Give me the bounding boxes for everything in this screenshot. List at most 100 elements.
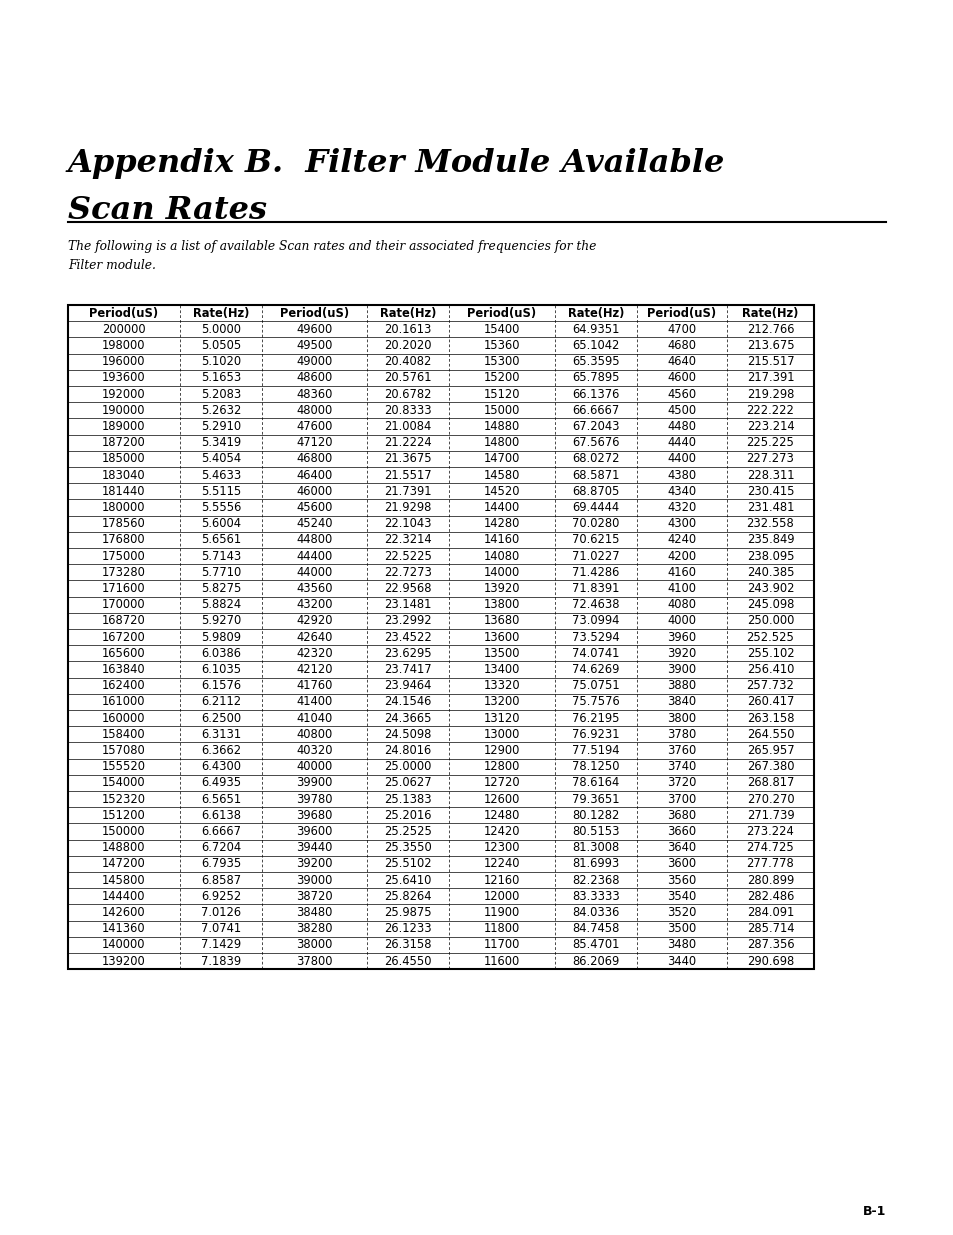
Text: 23.2992: 23.2992 [384,614,432,627]
Text: 140000: 140000 [102,939,146,951]
Text: 5.4633: 5.4633 [201,468,241,482]
Text: 74.6269: 74.6269 [572,663,619,676]
Text: 12160: 12160 [483,873,519,887]
Text: 196000: 196000 [102,356,146,368]
Text: 13600: 13600 [483,631,519,643]
Text: 20.8333: 20.8333 [384,404,432,416]
Text: Period(uS): Period(uS) [467,306,536,320]
Text: 83.3333: 83.3333 [572,889,619,903]
Text: 66.1376: 66.1376 [572,388,619,400]
Text: 3520: 3520 [666,906,696,919]
Text: 44800: 44800 [296,534,333,546]
Text: 267.380: 267.380 [746,761,794,773]
Text: 163840: 163840 [102,663,146,676]
Text: 21.3675: 21.3675 [384,452,432,466]
Text: 4300: 4300 [667,517,696,530]
Text: 22.7273: 22.7273 [384,566,432,579]
Text: 200000: 200000 [102,322,146,336]
Text: 11700: 11700 [483,939,519,951]
Text: 243.902: 243.902 [746,582,794,595]
Text: 240.385: 240.385 [746,566,794,579]
Text: 6.1576: 6.1576 [201,679,241,692]
Text: 42120: 42120 [296,663,333,676]
Text: 5.9270: 5.9270 [201,614,241,627]
Text: 6.4935: 6.4935 [201,777,241,789]
Text: 13800: 13800 [483,598,519,611]
Text: B-1: B-1 [862,1205,885,1218]
Text: Period(uS): Period(uS) [647,306,716,320]
Text: 4380: 4380 [667,468,696,482]
Text: 45600: 45600 [296,501,333,514]
Text: 3900: 3900 [667,663,696,676]
Text: 37800: 37800 [296,955,333,967]
Text: 4160: 4160 [667,566,696,579]
Text: 70.0280: 70.0280 [572,517,619,530]
Text: 43560: 43560 [296,582,333,595]
Text: 148800: 148800 [102,841,146,855]
Text: 145800: 145800 [102,873,146,887]
Text: 178560: 178560 [102,517,146,530]
Text: 170000: 170000 [102,598,146,611]
Text: 73.0994: 73.0994 [572,614,619,627]
Text: 39440: 39440 [296,841,333,855]
Text: 252.525: 252.525 [746,631,794,643]
Text: 4340: 4340 [667,485,696,498]
Text: 12480: 12480 [483,809,519,821]
Text: 71.4286: 71.4286 [572,566,619,579]
Text: 5.3419: 5.3419 [201,436,241,450]
Text: 3640: 3640 [667,841,696,855]
Text: 5.8824: 5.8824 [201,598,241,611]
Text: 3720: 3720 [666,777,696,789]
Text: 268.817: 268.817 [746,777,793,789]
Text: 21.7391: 21.7391 [384,485,432,498]
Text: 5.6004: 5.6004 [201,517,241,530]
Text: 147200: 147200 [102,857,146,871]
Text: 3680: 3680 [667,809,696,821]
Text: 42920: 42920 [296,614,333,627]
Text: 6.2500: 6.2500 [201,711,241,725]
Text: 12600: 12600 [483,793,519,805]
Text: 38280: 38280 [296,923,333,935]
Text: Period(uS): Period(uS) [90,306,158,320]
Text: 157080: 157080 [102,743,146,757]
Text: 4240: 4240 [667,534,696,546]
Text: 4320: 4320 [667,501,696,514]
Text: 270.270: 270.270 [746,793,794,805]
Text: 257.732: 257.732 [746,679,794,692]
Text: 84.0336: 84.0336 [572,906,619,919]
Text: 20.5761: 20.5761 [384,372,432,384]
Text: 6.4300: 6.4300 [201,761,241,773]
Text: 48600: 48600 [296,372,333,384]
Text: 4200: 4200 [667,550,696,563]
Text: 39200: 39200 [296,857,333,871]
Text: 68.0272: 68.0272 [572,452,619,466]
Text: 12900: 12900 [483,743,519,757]
Text: 24.8016: 24.8016 [384,743,431,757]
Text: 21.0084: 21.0084 [384,420,431,433]
Text: 12800: 12800 [483,761,519,773]
Text: 86.2069: 86.2069 [572,955,619,967]
Text: 22.9568: 22.9568 [384,582,432,595]
Text: 7.1839: 7.1839 [201,955,241,967]
Text: 215.517: 215.517 [746,356,794,368]
Text: 193600: 193600 [102,372,146,384]
Text: 152320: 152320 [102,793,146,805]
Text: Rate(Hz): Rate(Hz) [193,306,249,320]
Text: 39900: 39900 [296,777,333,789]
Text: Rate(Hz): Rate(Hz) [379,306,436,320]
Text: 4500: 4500 [667,404,696,416]
Text: 5.5115: 5.5115 [201,485,241,498]
Text: 3440: 3440 [667,955,696,967]
Text: 6.6667: 6.6667 [201,825,241,839]
Text: 5.7143: 5.7143 [201,550,241,563]
Text: 245.098: 245.098 [746,598,793,611]
Text: 22.1043: 22.1043 [384,517,432,530]
Text: 15200: 15200 [483,372,519,384]
Text: 13000: 13000 [483,727,519,741]
Text: 13120: 13120 [483,711,519,725]
Text: 25.9875: 25.9875 [384,906,432,919]
Text: 5.8275: 5.8275 [200,582,241,595]
Text: 181440: 181440 [102,485,146,498]
Text: 26.1233: 26.1233 [384,923,432,935]
Text: 284.091: 284.091 [746,906,793,919]
